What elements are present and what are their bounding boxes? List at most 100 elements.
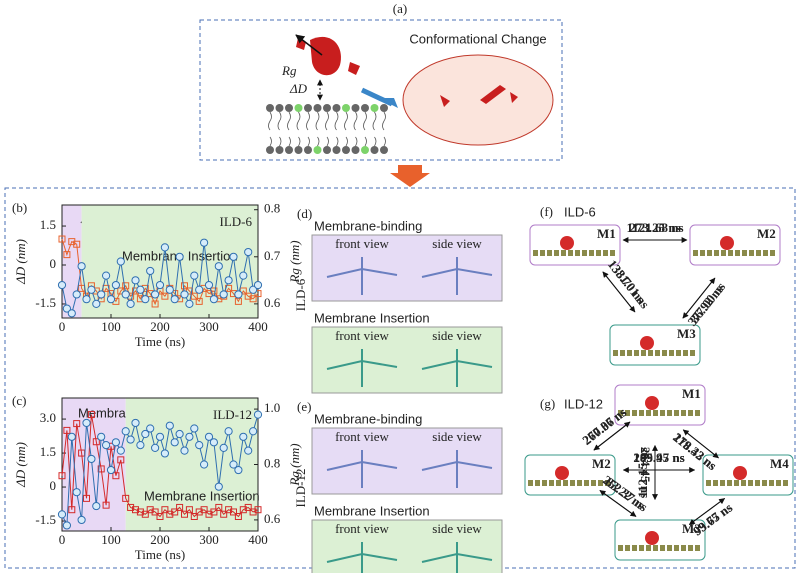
node-label: M1 — [597, 226, 616, 241]
point — [219, 443, 228, 452]
panel-label: (e) — [297, 399, 311, 414]
point — [131, 418, 140, 428]
point — [171, 508, 179, 516]
y2-tick-label: 0.6 — [264, 511, 281, 526]
point — [58, 472, 66, 480]
point — [146, 266, 155, 276]
point — [136, 508, 144, 516]
point — [136, 441, 145, 450]
lipid-head — [304, 104, 312, 112]
transition-arrow — [360, 87, 394, 107]
point — [209, 295, 218, 304]
point — [249, 285, 258, 294]
state-title: Membrane-binding — [314, 411, 422, 426]
x-tick-label: 400 — [248, 319, 268, 334]
lipid-head — [342, 146, 350, 154]
point — [121, 427, 130, 436]
x-tick-label: 200 — [150, 532, 170, 547]
lipid-tail — [287, 111, 291, 147]
region — [62, 205, 82, 318]
y-axis-label: ΔD (nm) — [13, 239, 28, 285]
point — [97, 290, 106, 299]
point — [200, 460, 209, 469]
point — [72, 290, 81, 299]
y-tick-label: 0 — [50, 478, 57, 493]
point — [146, 424, 155, 433]
point — [165, 285, 174, 294]
panel-label: (g) — [540, 396, 555, 411]
lipid-head — [294, 104, 303, 112]
rate-label: 109.97 ns — [633, 450, 684, 465]
lipid-head — [380, 146, 388, 154]
lipid-head — [370, 104, 379, 112]
y2-axis-label: Rg (nm) — [287, 443, 302, 486]
point — [57, 510, 67, 519]
chart-title: ILD-6 — [220, 214, 253, 229]
x-tick-label: 0 — [59, 319, 66, 334]
point — [87, 454, 96, 464]
x-tick-label: 200 — [150, 319, 170, 334]
panel-label: (f) — [540, 204, 553, 219]
point — [254, 290, 262, 298]
panel-label: (b) — [12, 200, 27, 215]
point — [82, 418, 91, 428]
lipid-tail — [363, 111, 367, 147]
lipid-tail — [334, 111, 339, 147]
view-label: side view — [432, 521, 482, 536]
state-box — [311, 326, 503, 394]
structure — [421, 349, 493, 387]
point — [126, 299, 135, 308]
point — [224, 427, 233, 436]
structure — [326, 349, 398, 387]
point — [190, 424, 199, 433]
point — [239, 271, 248, 280]
point — [83, 494, 90, 502]
point — [82, 295, 91, 304]
protein-blob — [640, 336, 654, 350]
point — [156, 512, 164, 520]
x-axis-label: Time (ns) — [135, 334, 185, 349]
point — [132, 506, 139, 514]
lipid-head — [275, 146, 284, 154]
point — [175, 252, 184, 261]
point — [141, 295, 150, 304]
delta-d-label: ΔD — [289, 81, 308, 96]
protein-blob — [733, 466, 747, 480]
rate-label: 1121.68 ns — [626, 220, 683, 235]
structure — [326, 542, 398, 573]
point — [62, 521, 72, 530]
x-tick-label: 0 — [59, 532, 66, 547]
system-label: ILD-6 — [293, 278, 308, 311]
point — [253, 410, 263, 419]
point — [136, 285, 145, 294]
y-axis-label: ΔD (nm) — [13, 442, 28, 488]
point — [151, 290, 160, 299]
point — [92, 501, 101, 511]
point — [175, 429, 184, 439]
lipid-head — [285, 146, 293, 154]
x-tick-label: 100 — [101, 319, 121, 334]
x-tick-label: 300 — [199, 532, 219, 547]
lipid-head — [351, 104, 360, 112]
transition-arrow — [682, 429, 719, 459]
lipid-tail — [353, 111, 358, 147]
change-ellipse — [402, 54, 554, 146]
point — [190, 271, 199, 280]
point — [225, 506, 233, 514]
point — [121, 290, 130, 299]
lipid-head — [266, 146, 274, 154]
lipid-head — [323, 146, 331, 154]
point — [209, 438, 218, 447]
point — [102, 501, 110, 509]
view-label: front view — [335, 521, 389, 536]
point — [185, 299, 194, 308]
view-label: side view — [432, 429, 482, 444]
system-label: ILD-12 — [293, 469, 308, 508]
panel-label: (a) — [393, 1, 407, 16]
protein-blob — [645, 396, 659, 410]
state-title: Membrane Insertion — [314, 503, 430, 518]
point — [195, 508, 203, 516]
structure — [421, 450, 493, 488]
y-tick-label: 1.5 — [40, 217, 56, 232]
region-label: Membrane Insertion — [144, 488, 260, 503]
